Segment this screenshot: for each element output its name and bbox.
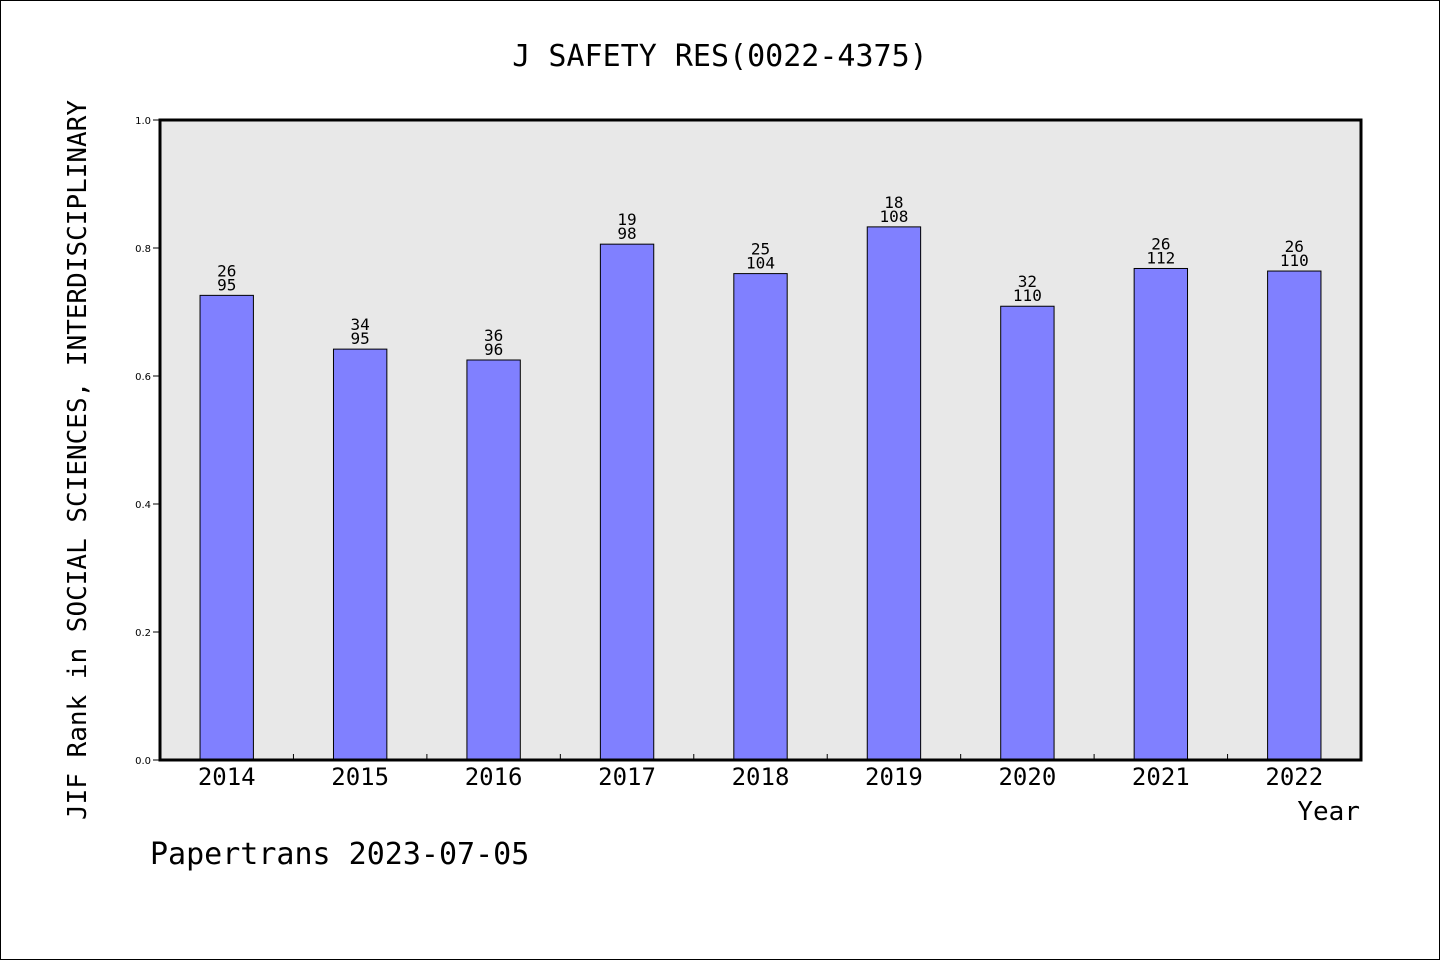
- x-tick-label: 2020: [998, 763, 1056, 791]
- x-tick-label: 2022: [1265, 763, 1323, 791]
- bar-2022: [1267, 270, 1322, 761]
- y-tick-label: 0.6: [135, 372, 151, 383]
- bar-rank-label: 19: [617, 210, 636, 229]
- y-axis-ticks: 0.0 0.2 0.4 0.6 0.8 1.0: [135, 116, 160, 767]
- bar-total-label: 95: [217, 275, 236, 294]
- x-tick-label: 2017: [598, 763, 656, 791]
- bar-2020: [1000, 305, 1055, 761]
- bar-total-label: 96: [484, 340, 503, 359]
- bar-total-label: 95: [351, 329, 370, 348]
- x-tick-label: 2019: [865, 763, 923, 791]
- y-tick-label: 0.4: [135, 500, 151, 511]
- x-tick-label: 2014: [198, 763, 256, 791]
- bar-rank-label: 25: [751, 240, 770, 259]
- x-tick-label: 2021: [1132, 763, 1190, 791]
- bar-2019: [866, 226, 922, 761]
- y-tick-label: 0.2: [135, 628, 151, 639]
- bars: [199, 226, 1322, 761]
- y-tick-label: 0.8: [135, 244, 151, 255]
- x-tick-label: 2015: [331, 763, 389, 791]
- footer-credit: Papertrans 2023-07-05: [150, 837, 529, 872]
- bar-2016: [466, 359, 521, 761]
- chart-title: J SAFETY RES(0022-4375): [512, 39, 927, 74]
- bar-rank-label: 26: [1285, 237, 1304, 256]
- bar-rank-label: 18: [884, 193, 903, 212]
- bar-2014: [199, 294, 254, 761]
- bar-rank-label: 34: [351, 315, 370, 334]
- x-tick-label: 2016: [465, 763, 523, 791]
- y-tick-label: 0.0: [135, 756, 151, 767]
- bar-rank-label: 26: [1151, 234, 1170, 253]
- plot-border: [158, 118, 1363, 762]
- bar-total-label: 104: [746, 254, 775, 273]
- bar-rank-label: 26: [217, 261, 236, 280]
- y-tick-label: 1.0: [135, 116, 151, 127]
- bar-total-label: 112: [1146, 248, 1175, 267]
- bar-total-label: 98: [617, 224, 636, 243]
- bar-2015: [332, 348, 388, 761]
- bar-2018: [733, 273, 788, 761]
- bar-total-label: 108: [879, 207, 908, 226]
- bar-2021: [1133, 267, 1189, 761]
- x-tick-label: 2018: [732, 763, 790, 791]
- x-axis-label: Year: [1297, 797, 1360, 827]
- x-axis-ticks: 2014 2015 2016 2017 2018 2019 2020 2021 2022: [198, 754, 1323, 791]
- y-axis-label: JIF Rank in SOCIAL SCIENCES, INTERDISCIP…: [63, 100, 93, 820]
- bar-2017: [599, 243, 655, 761]
- bar-rank-label: 36: [484, 326, 503, 345]
- bar-total-label: 110: [1280, 251, 1309, 270]
- bar-rank-label: 32: [1018, 272, 1037, 291]
- bar-total-label: 110: [1013, 286, 1042, 305]
